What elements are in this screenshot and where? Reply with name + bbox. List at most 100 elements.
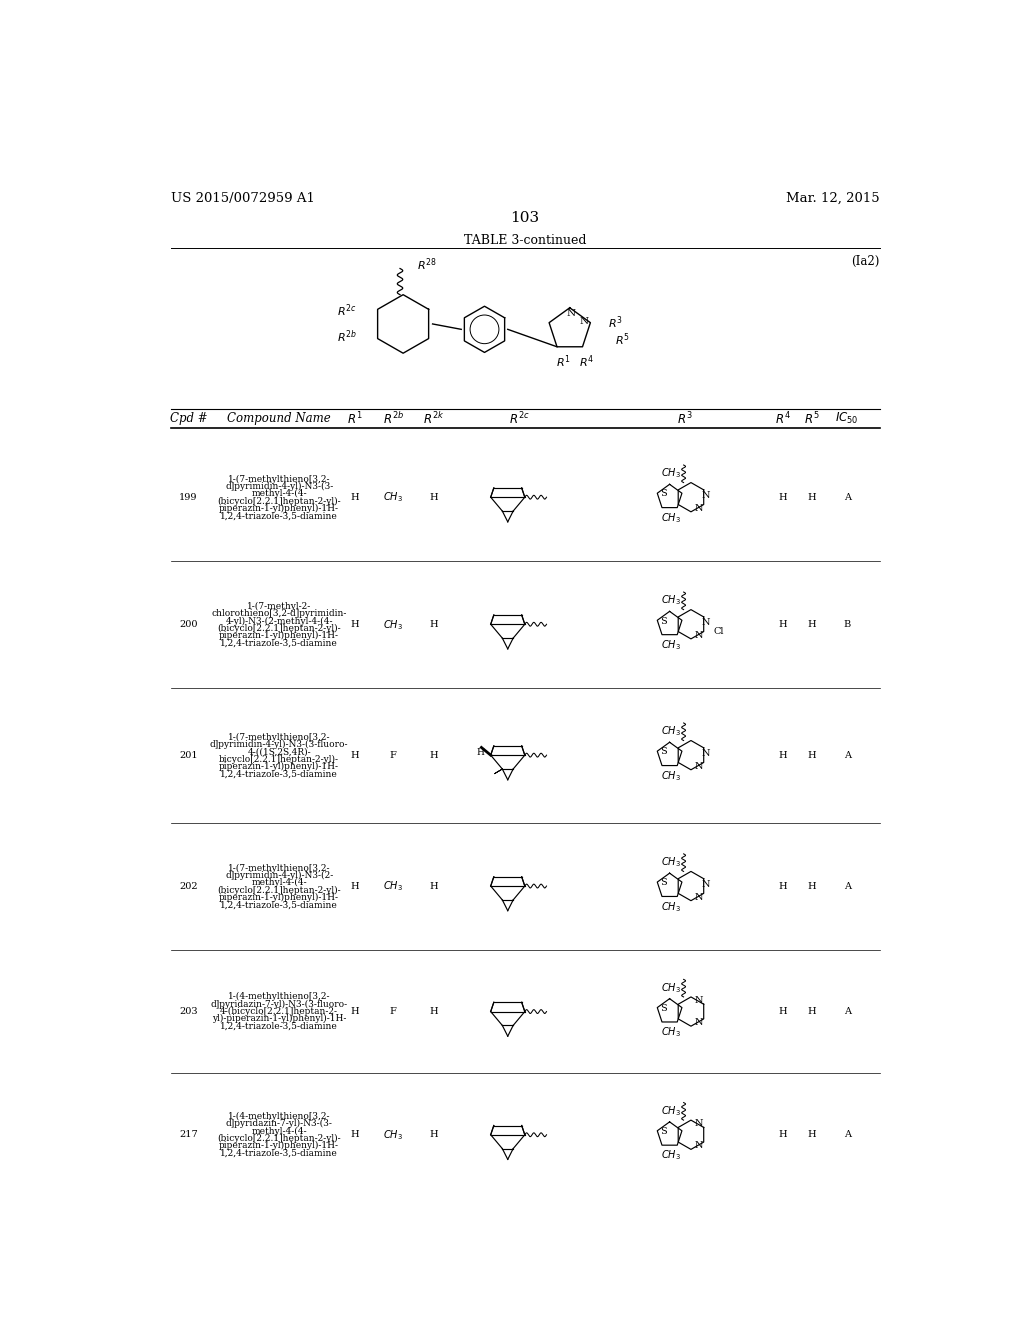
Text: $CH_3$: $CH_3$ xyxy=(660,768,681,783)
Text: Compound Name: Compound Name xyxy=(227,412,331,425)
Text: F: F xyxy=(389,751,396,760)
Text: 4-(bicyclo[2.2.1]heptan-2-: 4-(bicyclo[2.2.1]heptan-2- xyxy=(220,1007,338,1016)
Text: $R^4$: $R^4$ xyxy=(775,411,791,426)
Text: $R^{2c}$: $R^{2c}$ xyxy=(337,302,356,319)
Text: H: H xyxy=(430,1007,438,1016)
Text: d]pyrimidin-4-yl)-N3-(3-: d]pyrimidin-4-yl)-N3-(3- xyxy=(225,482,333,491)
Text: N: N xyxy=(566,309,575,318)
Text: H: H xyxy=(778,751,787,760)
Text: S: S xyxy=(659,616,667,626)
Text: H: H xyxy=(778,494,787,502)
Text: 1,2,4-triazole-3,5-diamine: 1,2,4-triazole-3,5-diamine xyxy=(220,1022,338,1031)
Text: N: N xyxy=(701,491,710,500)
Text: $R^5$: $R^5$ xyxy=(804,411,819,426)
Text: N: N xyxy=(701,618,710,627)
Text: 1,2,4-triazole-3,5-diamine: 1,2,4-triazole-3,5-diamine xyxy=(220,1148,338,1158)
Text: yl)-piperazin-1-yl)phenyl)-1H-: yl)-piperazin-1-yl)phenyl)-1H- xyxy=(212,1014,346,1023)
Text: H: H xyxy=(351,751,359,760)
Text: N: N xyxy=(695,1142,703,1150)
Text: $CH_3$: $CH_3$ xyxy=(662,467,681,480)
Text: d]pyrimidin-4-yl)-N3-(2-: d]pyrimidin-4-yl)-N3-(2- xyxy=(225,871,333,880)
Text: d]pyridazin-7-yl)-N3-(3-fluoro-: d]pyridazin-7-yl)-N3-(3-fluoro- xyxy=(211,999,348,1008)
Text: US 2015/0072959 A1: US 2015/0072959 A1 xyxy=(171,191,314,205)
Text: N: N xyxy=(695,631,703,640)
Text: H: H xyxy=(807,494,816,502)
Text: H: H xyxy=(778,882,787,891)
Text: N: N xyxy=(695,504,703,512)
Text: piperazin-1-yl)phenyl)-1H-: piperazin-1-yl)phenyl)-1H- xyxy=(219,762,339,771)
Text: H: H xyxy=(430,1130,438,1139)
Text: 1-(7-methylthieno[3,2-: 1-(7-methylthieno[3,2- xyxy=(228,863,331,873)
Text: H: H xyxy=(778,620,787,630)
Text: $R^1$: $R^1$ xyxy=(347,411,362,426)
Text: piperazin-1-yl)phenyl)-1H-: piperazin-1-yl)phenyl)-1H- xyxy=(219,504,339,513)
Text: H: H xyxy=(476,747,484,756)
Text: methyl-4-(4-: methyl-4-(4- xyxy=(251,878,307,887)
Text: $R^3$: $R^3$ xyxy=(677,411,692,426)
Text: d]pyrimidin-4-yl)-N3-(3-fluoro-: d]pyrimidin-4-yl)-N3-(3-fluoro- xyxy=(210,741,348,750)
Text: H: H xyxy=(807,1130,816,1139)
Text: H: H xyxy=(351,882,359,891)
Text: $R^5$: $R^5$ xyxy=(614,331,630,348)
Text: d]pyridazin-7-yl)-N3-(3-: d]pyridazin-7-yl)-N3-(3- xyxy=(225,1119,333,1129)
Text: methyl-4-(4-: methyl-4-(4- xyxy=(251,1126,307,1135)
Text: $CH_3$: $CH_3$ xyxy=(662,1105,681,1118)
Text: S: S xyxy=(659,1127,667,1137)
Text: $CH_3$: $CH_3$ xyxy=(383,491,403,504)
Text: 1-(7-methylthieno[3,2-: 1-(7-methylthieno[3,2- xyxy=(228,475,331,484)
Text: H: H xyxy=(430,620,438,630)
Text: $CH_3$: $CH_3$ xyxy=(660,638,681,652)
Text: piperazin-1-yl)phenyl)-1H-: piperazin-1-yl)phenyl)-1H- xyxy=(219,631,339,640)
Text: 217: 217 xyxy=(179,1130,198,1139)
Text: $CH_3$: $CH_3$ xyxy=(660,900,681,913)
Text: H: H xyxy=(778,1130,787,1139)
Text: A: A xyxy=(844,882,851,891)
Text: H: H xyxy=(807,620,816,630)
Text: H: H xyxy=(351,620,359,630)
Text: H: H xyxy=(807,1007,816,1016)
Text: 1-(4-methylthieno[3,2-: 1-(4-methylthieno[3,2- xyxy=(228,1111,331,1121)
Text: N: N xyxy=(701,880,710,890)
Text: methyl-4-(4-: methyl-4-(4- xyxy=(251,490,307,499)
Text: N: N xyxy=(695,997,703,1005)
Text: (Ia2): (Ia2) xyxy=(851,255,880,268)
Text: piperazin-1-yl)phenyl)-1H-: piperazin-1-yl)phenyl)-1H- xyxy=(219,1142,339,1150)
Text: $CH_3$: $CH_3$ xyxy=(383,879,403,894)
Text: 103: 103 xyxy=(510,211,540,226)
Text: 1,2,4-triazole-3,5-diamine: 1,2,4-triazole-3,5-diamine xyxy=(220,900,338,909)
Text: N: N xyxy=(695,1018,703,1027)
Text: F: F xyxy=(389,1007,396,1016)
Text: H: H xyxy=(807,882,816,891)
Text: TABLE 3-continued: TABLE 3-continued xyxy=(464,234,586,247)
Text: (bicyclo[2.2.1]heptan-2-yl)-: (bicyclo[2.2.1]heptan-2-yl)- xyxy=(217,886,341,895)
Text: $R^{2k}$: $R^{2k}$ xyxy=(424,411,444,426)
Text: $CH_3$: $CH_3$ xyxy=(662,981,681,995)
Text: 202: 202 xyxy=(179,882,198,891)
Text: $R^3$: $R^3$ xyxy=(608,314,624,331)
Text: $CH_3$: $CH_3$ xyxy=(383,1127,403,1142)
Text: S: S xyxy=(659,747,667,756)
Text: 4-yl)-N3-(2-methyl-4-(4-: 4-yl)-N3-(2-methyl-4-(4- xyxy=(225,616,333,626)
Text: 200: 200 xyxy=(179,620,198,630)
Text: B: B xyxy=(844,620,851,630)
Text: N: N xyxy=(695,762,703,771)
Text: $CH_3$: $CH_3$ xyxy=(662,594,681,607)
Text: $R^1$: $R^1$ xyxy=(556,354,571,370)
Text: H: H xyxy=(430,751,438,760)
Text: (bicyclo[2.2.1]heptan-2-yl)-: (bicyclo[2.2.1]heptan-2-yl)- xyxy=(217,1134,341,1143)
Text: $CH_3$: $CH_3$ xyxy=(660,511,681,524)
Text: $R^4$: $R^4$ xyxy=(580,354,594,370)
Text: Mar. 12, 2015: Mar. 12, 2015 xyxy=(786,191,880,205)
Text: 1,2,4-triazole-3,5-diamine: 1,2,4-triazole-3,5-diamine xyxy=(220,770,338,779)
Text: H: H xyxy=(430,882,438,891)
Text: (bicyclo[2.2.1]heptan-2-yl)-: (bicyclo[2.2.1]heptan-2-yl)- xyxy=(217,496,341,506)
Text: N: N xyxy=(580,317,588,326)
Text: $CH_3$: $CH_3$ xyxy=(660,1148,681,1162)
Text: bicyclo[2.2.1]heptan-2-yl)-: bicyclo[2.2.1]heptan-2-yl)- xyxy=(219,755,339,764)
Text: $R^{2b}$: $R^{2b}$ xyxy=(337,329,356,346)
Text: Cl: Cl xyxy=(713,627,724,636)
Text: 199: 199 xyxy=(179,494,198,502)
Text: $R^{2c}$: $R^{2c}$ xyxy=(509,411,529,426)
Text: A: A xyxy=(844,494,851,502)
Text: 1,2,4-triazole-3,5-diamine: 1,2,4-triazole-3,5-diamine xyxy=(220,639,338,647)
